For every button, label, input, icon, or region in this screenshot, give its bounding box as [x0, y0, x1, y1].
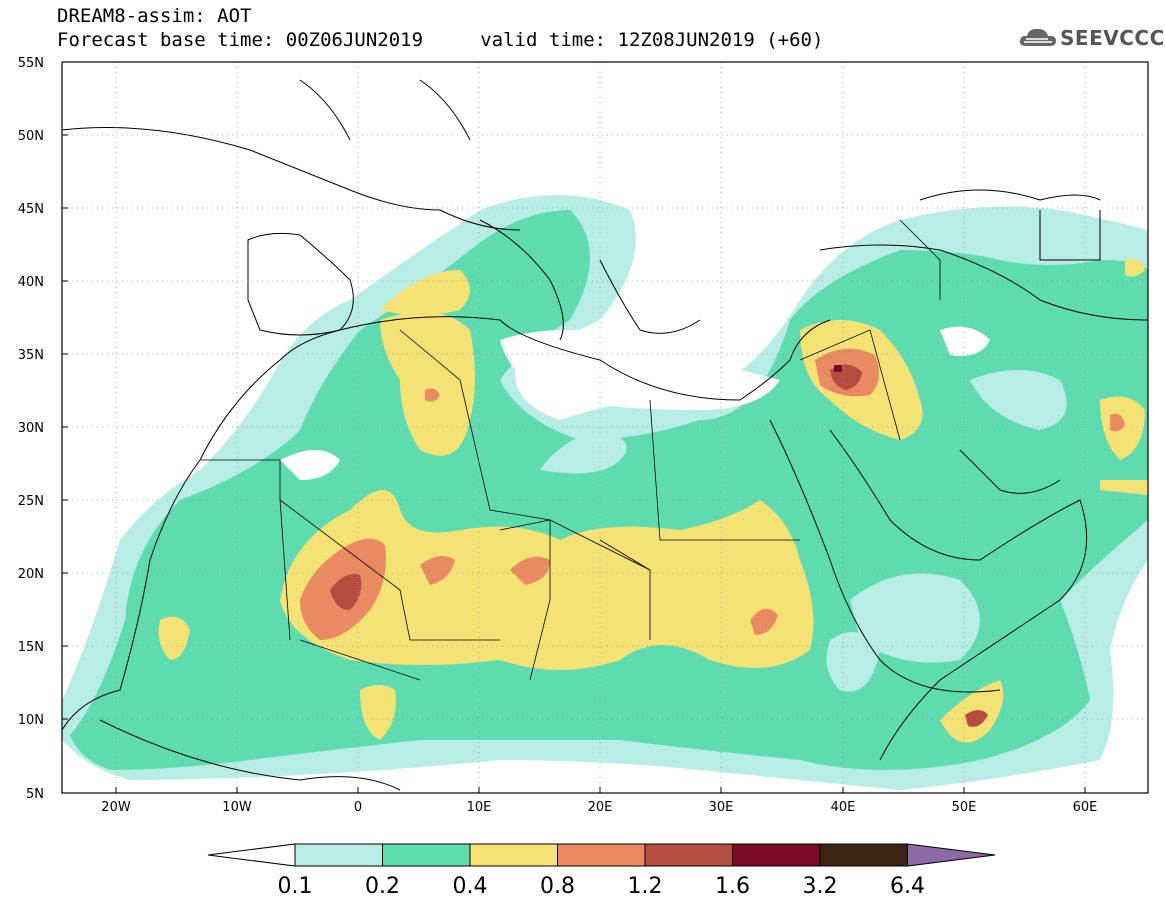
lat-label: 25N	[18, 494, 44, 509]
lat-label: 5N	[26, 787, 44, 802]
lat-label: 20N	[18, 567, 44, 582]
lon-label: 0	[354, 800, 362, 815]
lon-label: 10W	[222, 800, 252, 815]
latitude-labels: 55N 50N 45N 40N 35N 30N 25N 20N 15N 10N …	[18, 56, 44, 802]
colorbar-label: 0.1	[278, 874, 313, 899]
cloud-icon	[1019, 28, 1056, 46]
lon-label: 20E	[588, 800, 613, 815]
seevccc-logo: SEEVCCC	[1018, 24, 1164, 54]
map-title: DREAM8-assim: AOT	[57, 5, 252, 27]
lat-label: 50N	[18, 129, 44, 144]
graticule	[62, 62, 1148, 793]
lon-label: 60E	[1073, 800, 1098, 815]
colorbar-labels: 0.1 0.2 0.4 0.8 1.2 1.6 3.2 6.4	[278, 874, 926, 899]
colorbar-max-arrow	[907, 843, 996, 867]
colorbar-bin	[732, 843, 821, 867]
lon-label: 50E	[952, 800, 977, 815]
longitude-labels: 20W 10W 0 10E 20E 30E 40E 50E 60E	[101, 800, 1097, 815]
lon-label: 30E	[709, 800, 734, 815]
lat-label: 30N	[18, 421, 44, 436]
colorbar-label: 6.4	[890, 874, 925, 899]
aot-shading	[62, 195, 1148, 790]
lon-label: 10E	[467, 800, 492, 815]
colorbar-bin	[557, 843, 646, 867]
lat-label: 55N	[18, 56, 44, 71]
lat-label: 35N	[18, 348, 44, 363]
lon-label: 20W	[101, 800, 131, 815]
colorbar-bin	[644, 843, 733, 867]
lat-label: 40N	[18, 275, 44, 290]
axis-ticks	[62, 61, 1086, 794]
lat-label: 15N	[18, 640, 44, 655]
colorbar-label: 1.6	[715, 874, 750, 899]
colorbar-label: 0.4	[453, 874, 488, 899]
colorbar-label: 3.2	[803, 874, 838, 899]
lat-label: 45N	[18, 202, 44, 217]
coastlines	[62, 79, 1148, 791]
lon-label: 40E	[831, 800, 856, 815]
country-borders	[200, 219, 941, 681]
colorbar-label: 0.8	[540, 874, 575, 899]
colorbar-label: 0.2	[365, 874, 400, 899]
colorbar-bin	[294, 843, 383, 867]
colorbar-bin	[469, 843, 558, 867]
colorbar-bin	[382, 843, 471, 867]
colorbar	[207, 843, 996, 867]
colorbar-min-arrow	[207, 843, 296, 867]
lat-label: 10N	[18, 713, 44, 728]
logo-text: SEEVCCC	[1060, 26, 1165, 50]
colorbar-label: 1.2	[628, 874, 663, 899]
forecast-time-subtitle: Forecast base time: 00Z06JUN2019 valid t…	[57, 29, 824, 51]
colorbar-bin	[819, 843, 908, 867]
